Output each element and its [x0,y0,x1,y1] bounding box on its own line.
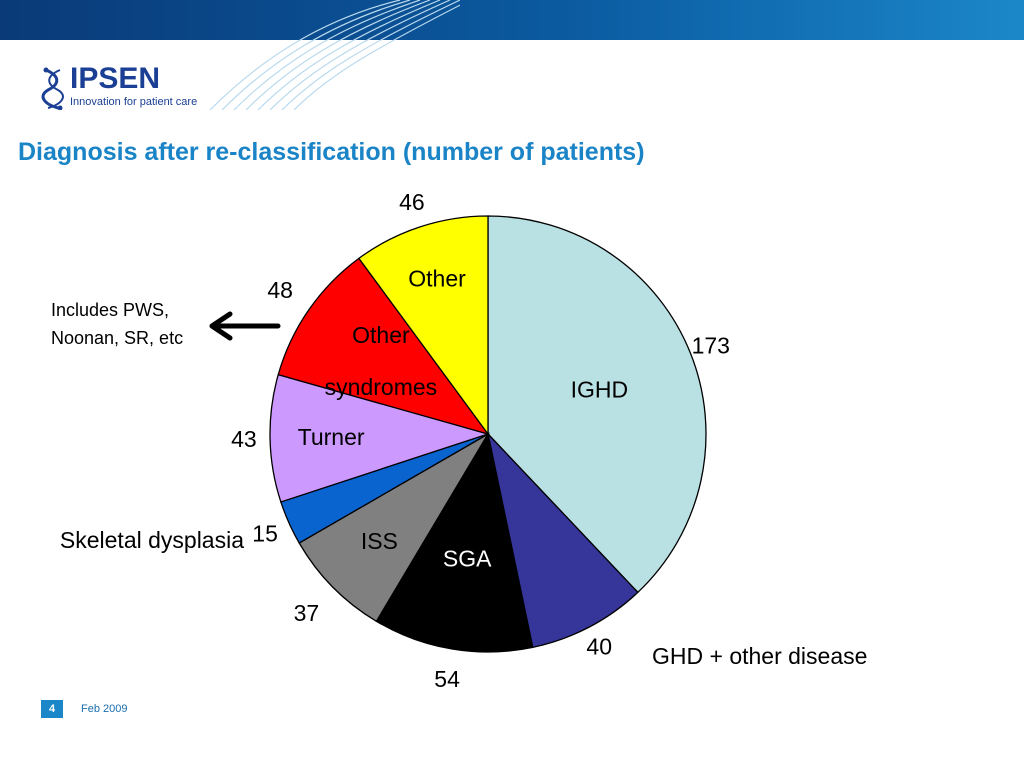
value-label: 54 [434,666,460,692]
pie-slice-turner [269,373,491,503]
ipsen-logo: IPSEN Innovation for patient care [40,62,200,112]
pie-slice-other-syndromes [277,257,490,436]
value-label: 40 [586,633,612,659]
value-label: 15 [252,521,278,547]
logo-wordmark: IPSEN [70,62,161,95]
value-label: 173 [692,332,730,358]
pie-slice-iss [298,432,490,623]
arrow-icon [209,311,281,341]
logo-tagline: Innovation for patient care [70,96,198,108]
value-label: 43 [231,426,257,452]
category-label: Other [352,322,410,348]
category-label: ISS [361,528,398,554]
header-band [0,0,1024,40]
decorative-arcs [209,0,460,110]
slide-title: Diagnosis after re-classification (numbe… [18,138,645,166]
category-label: Skeletal dysplasia [60,527,244,553]
category-label: GHD + other disease [652,643,867,669]
value-label: 37 [294,600,320,626]
value-label: 46 [399,189,425,215]
value-label: 48 [267,277,293,303]
category-label: Other [408,266,466,292]
annotation-note: Includes PWS, Noonan, SR, etc [51,300,184,348]
pie-slice-sga [375,432,534,653]
logo-mark-icon [41,67,64,110]
category-label: SGA [443,546,492,572]
category-label: syndromes [325,374,437,400]
category-label: IGHD [571,377,629,403]
pie-slice-other [357,215,489,436]
footer-date: Feb 2009 [81,703,128,715]
pie-slice-ghd-other-disease [486,431,639,649]
pie-slice-ighd [487,215,707,594]
page-number: 4 [41,700,63,718]
category-label: Turner [298,424,365,450]
